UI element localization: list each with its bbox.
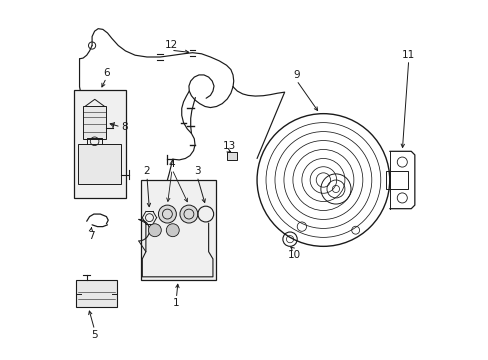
Text: 9: 9 xyxy=(293,70,299,80)
Text: 5: 5 xyxy=(91,330,98,340)
Bar xyxy=(78,144,121,184)
Bar xyxy=(386,171,407,189)
Text: 1: 1 xyxy=(173,298,179,309)
Text: 3: 3 xyxy=(193,166,200,176)
Bar xyxy=(83,107,106,139)
Bar xyxy=(74,90,126,198)
Text: 2: 2 xyxy=(143,166,150,176)
Bar xyxy=(226,152,236,160)
Circle shape xyxy=(148,224,161,237)
Text: 12: 12 xyxy=(164,40,177,50)
Text: 13: 13 xyxy=(223,141,236,151)
Text: 10: 10 xyxy=(287,250,300,260)
Text: 7: 7 xyxy=(87,231,94,241)
Text: 11: 11 xyxy=(401,50,414,60)
Bar xyxy=(76,280,117,307)
Text: 6: 6 xyxy=(103,68,109,78)
Text: 4: 4 xyxy=(168,159,175,169)
Circle shape xyxy=(180,205,198,223)
Circle shape xyxy=(158,205,176,223)
Circle shape xyxy=(166,224,179,237)
Bar xyxy=(140,180,215,280)
Text: 8: 8 xyxy=(121,122,127,132)
